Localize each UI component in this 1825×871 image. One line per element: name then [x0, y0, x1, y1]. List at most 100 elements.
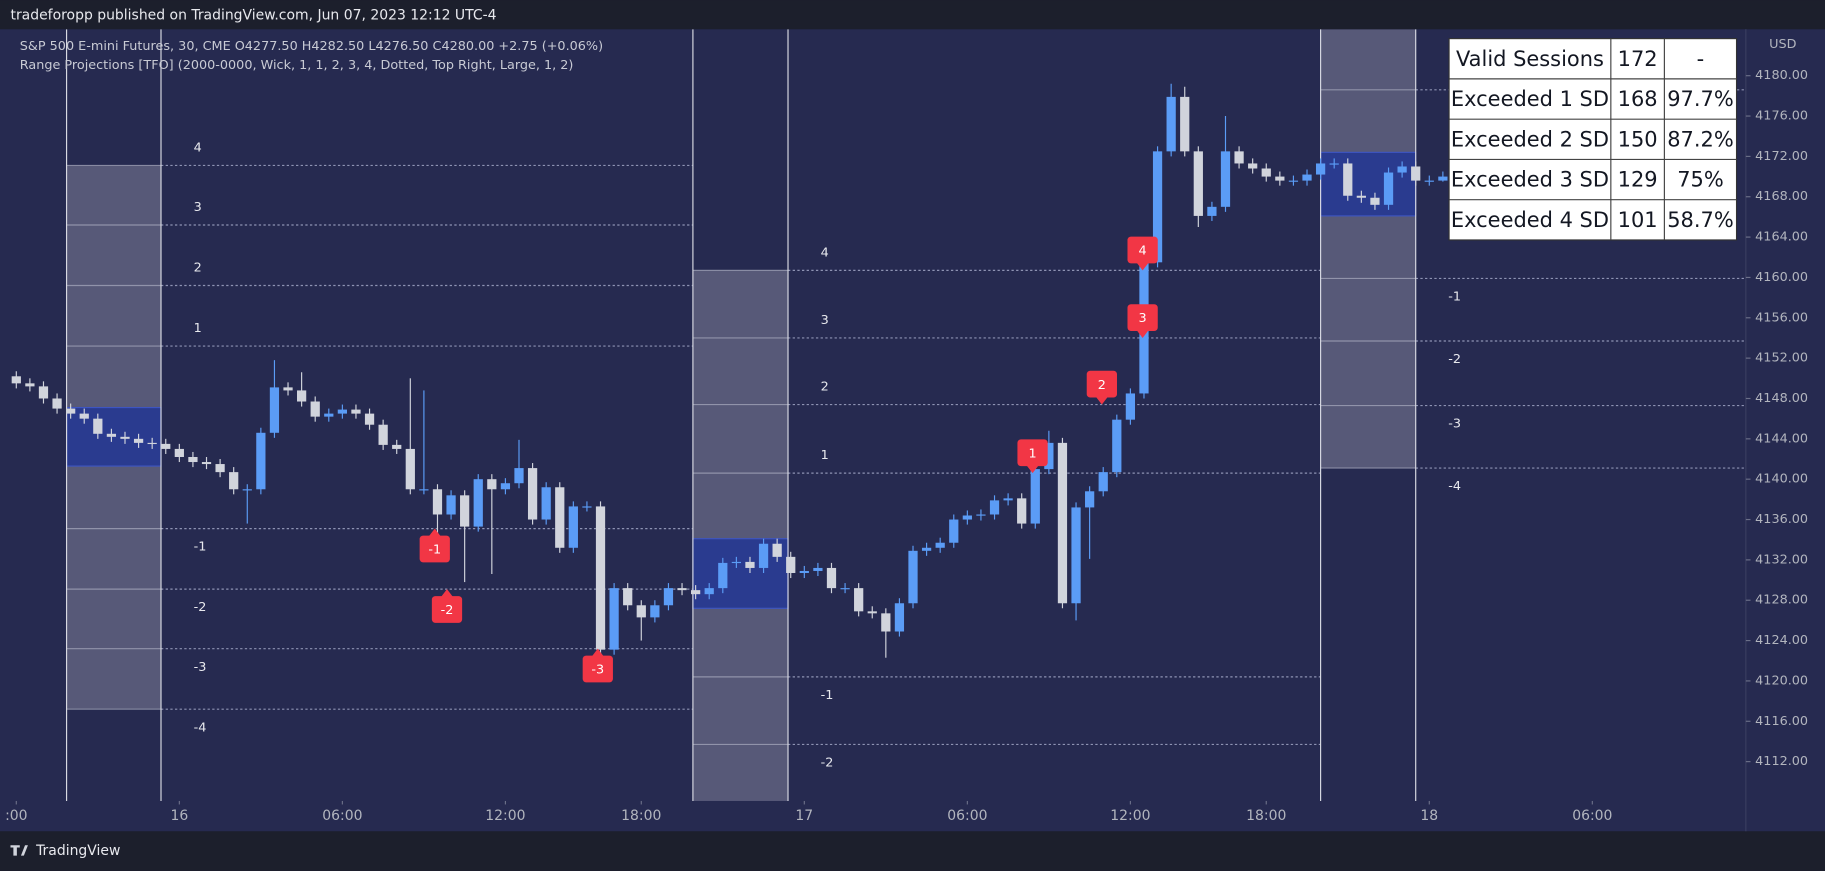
candle-body: [718, 562, 728, 589]
candle-body: [1438, 176, 1448, 181]
level-label: -3: [1448, 417, 1461, 432]
level-label: 1: [194, 321, 202, 336]
candle-body: [269, 387, 280, 433]
footer-brand: TradingView: [35, 843, 120, 859]
candle-body: [1030, 469, 1040, 524]
candle-body: [691, 590, 701, 595]
table-cell: 101: [1618, 208, 1658, 232]
candle-body: [1166, 96, 1176, 152]
projection-band: [66, 165, 161, 408]
level-label: -1: [194, 540, 207, 555]
candle-body: [772, 543, 782, 557]
candle-body: [1125, 393, 1136, 420]
table-cell: Exceeded 2 SD: [1451, 127, 1609, 151]
y-tick-label: 4152.00: [1755, 351, 1808, 366]
candle-body: [1234, 151, 1244, 164]
y-tick-label: 4168.00: [1755, 189, 1808, 204]
signal-box: [1127, 304, 1158, 331]
candle-body: [636, 605, 646, 618]
y-tick-label: 4144.00: [1755, 431, 1808, 446]
candle-body: [1370, 197, 1380, 205]
signal-label: 3: [1139, 311, 1147, 326]
signal-marker: 4: [1127, 236, 1158, 271]
candle-body: [351, 409, 361, 414]
candle-body: [867, 611, 877, 614]
candle-body: [1261, 168, 1271, 177]
projection-band: [1320, 215, 1416, 469]
level-label: 2: [194, 261, 202, 276]
candle-body: [623, 588, 633, 606]
level-label: 4: [194, 141, 202, 156]
candle-body: [976, 514, 986, 516]
candle-body: [1248, 163, 1258, 169]
level-label: 1: [821, 448, 829, 463]
level-label: -3: [194, 660, 207, 675]
level-label: -4: [194, 720, 207, 735]
signal-pointer: [591, 648, 604, 657]
candle-body: [527, 468, 538, 520]
candle-body: [473, 479, 483, 527]
candle-body: [324, 413, 334, 417]
projection-band: [692, 608, 789, 801]
signal-marker: 2: [1086, 370, 1117, 405]
x-tick-label: 12:00: [485, 808, 525, 824]
candle-body: [256, 432, 266, 490]
y-tick-label: 4176.00: [1755, 109, 1808, 124]
candle-body: [1220, 151, 1231, 207]
signal-box: [431, 596, 463, 623]
candle-body: [133, 438, 144, 443]
footer-logo: [10, 845, 28, 856]
level-label: 4: [821, 245, 829, 260]
x-tick-label: 17: [795, 808, 813, 824]
candle-body: [826, 567, 837, 589]
y-tick-label: 4160.00: [1755, 270, 1808, 285]
candle-body: [1085, 491, 1095, 508]
y-tick-label: 4132.00: [1755, 552, 1808, 567]
candle-body: [229, 472, 239, 490]
signal-label: -1: [428, 543, 441, 558]
candle-body: [786, 556, 796, 573]
stats-table: [1448, 38, 1738, 241]
candle-body: [881, 613, 891, 632]
level-label: -4: [1448, 479, 1461, 494]
candle-body: [11, 376, 21, 384]
y-tick-label: 4124.00: [1755, 633, 1808, 648]
overlay: -1 -2 -3 1 2 3 4: [419, 236, 1158, 683]
x-tick-label: 06:00: [947, 808, 987, 824]
candle-body: [38, 386, 49, 399]
table-cell: 58.7%: [1667, 208, 1734, 232]
candle-body: [813, 567, 823, 571]
signal-pointer: [1096, 396, 1108, 405]
header: tradeforopp published on TradingView.com…: [10, 7, 496, 23]
signal-marker: -1: [419, 528, 450, 563]
candle-body: [908, 550, 918, 604]
y-tick-label: 4172.00: [1755, 149, 1808, 164]
candle-body: [514, 468, 524, 484]
x-tick-label: 06:00: [1572, 808, 1612, 824]
candle-body: [405, 448, 415, 490]
candle-body: [106, 433, 117, 437]
candle-body: [1288, 180, 1299, 182]
x-tick-label: 12:00: [1110, 808, 1150, 824]
candle-body: [854, 588, 864, 612]
candle-body: [799, 570, 809, 573]
candle-body: [650, 605, 660, 618]
level-label: -1: [1448, 290, 1461, 305]
table-cell: 97.7%: [1667, 87, 1734, 111]
candle-body: [296, 390, 307, 402]
candle-body: [1112, 419, 1122, 473]
candle-body: [677, 588, 687, 591]
signal-pointer: [441, 589, 453, 597]
y-tick-label: 4180.00: [1755, 68, 1808, 83]
candle-body: [731, 561, 742, 564]
signal-pointer: [428, 528, 441, 537]
candle-body: [337, 409, 347, 414]
x-tick-label: 18:00: [621, 808, 661, 824]
signal-box: [1127, 236, 1158, 264]
candle-body: [1207, 206, 1217, 216]
candle-body: [1397, 166, 1407, 173]
x-tick-label: :00: [5, 808, 27, 824]
candle-body: [1424, 180, 1434, 182]
candle-body: [663, 588, 674, 606]
